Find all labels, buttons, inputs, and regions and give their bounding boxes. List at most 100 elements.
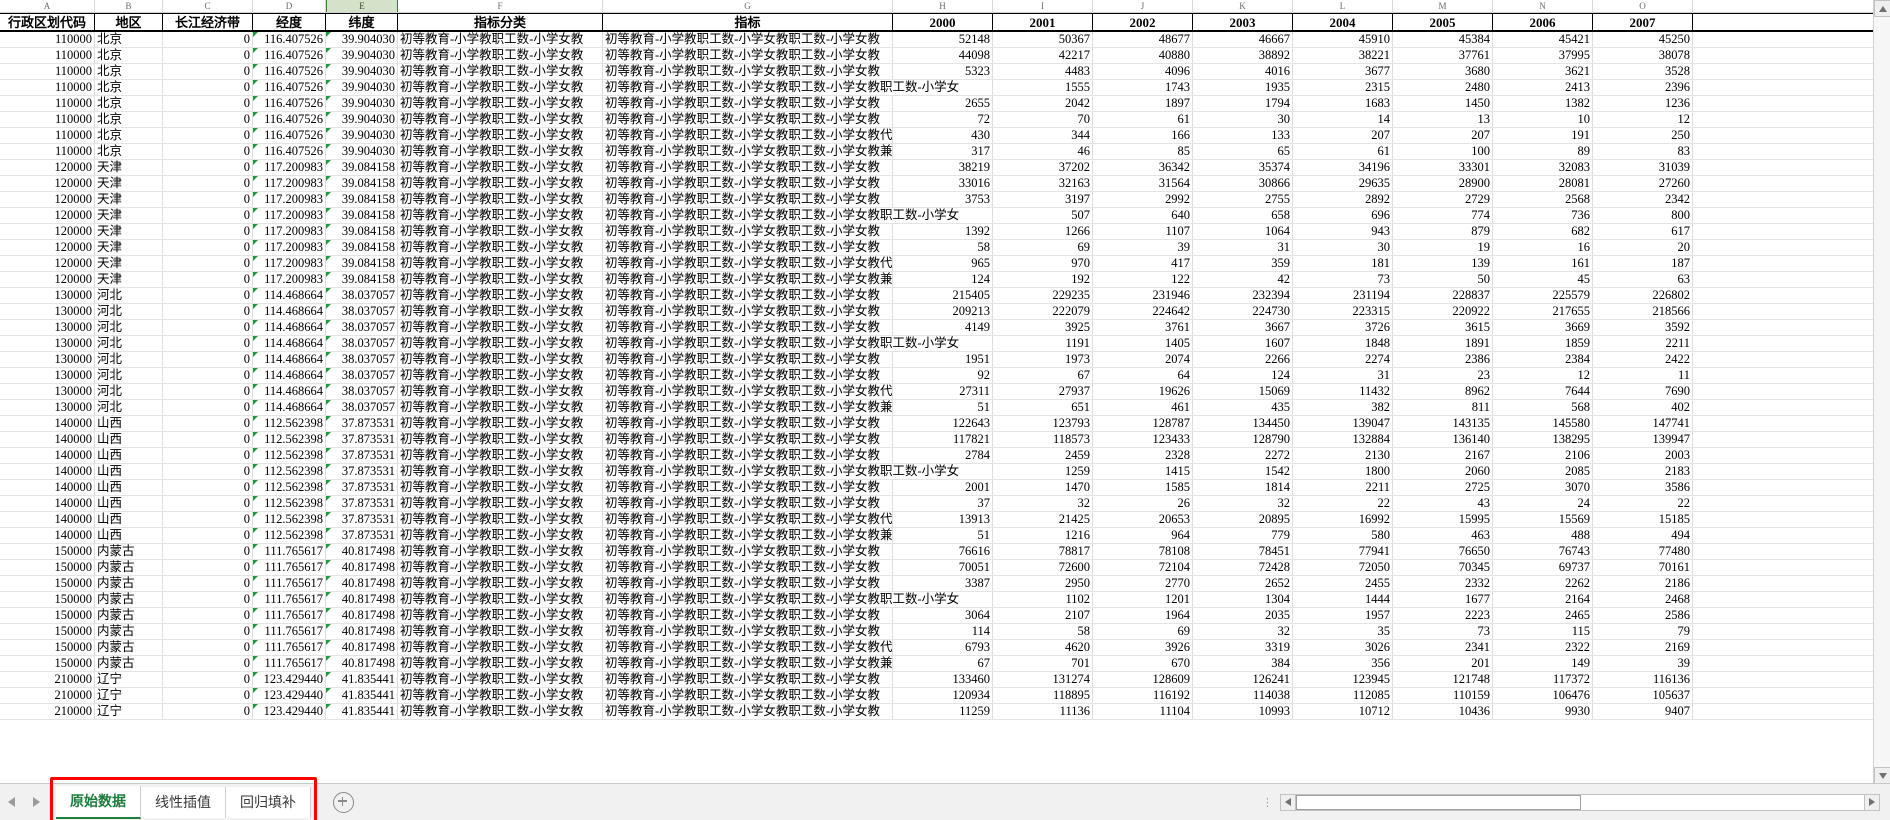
cell-longitude[interactable]: 112.562398 [253, 432, 326, 447]
cell-economic-belt[interactable]: 0 [163, 80, 253, 95]
cell-region[interactable]: 辽宁 [95, 688, 163, 703]
cell-year-2001[interactable]: 1216 [993, 528, 1093, 543]
cell-region[interactable]: 内蒙古 [95, 592, 163, 607]
cell-region[interactable]: 北京 [95, 48, 163, 63]
cell-economic-belt[interactable]: 0 [163, 688, 253, 703]
cell-year-2001[interactable]: 3197 [993, 192, 1093, 207]
cell-latitude[interactable]: 37.873531 [326, 416, 398, 431]
cell-year-2006[interactable]: 28081 [1493, 176, 1593, 191]
cell-region[interactable]: 天津 [95, 160, 163, 175]
cell-longitude[interactable]: 116.407526 [253, 32, 326, 47]
triangle-left-icon[interactable] [8, 797, 15, 807]
table-row[interactable]: 140000 山西 0 112.562398 37.873531 初等教育-小学教职工数-… [0, 512, 1890, 528]
cell-economic-belt[interactable]: 0 [163, 704, 253, 719]
cell-year-2007[interactable]: 83 [1593, 144, 1693, 159]
cell-indicator-category[interactable]: 初等教育-小学教职工数-小学女教 [398, 592, 603, 607]
cell-latitude[interactable]: 39.904030 [326, 32, 398, 47]
vertical-scrollbar[interactable] [1873, 0, 1890, 784]
cell-year-2000[interactable]: 317 [893, 144, 993, 159]
cell-longitude[interactable]: 116.407526 [253, 128, 326, 143]
cell-year-2003[interactable]: 658 [1193, 208, 1293, 223]
cell-indicator[interactable]: 初等教育-小学教职工数-小学女教职工数-小学女教代 [605, 128, 893, 143]
table-row[interactable]: 150000 内蒙古 0 111.765617 40.817498 初等教育-小学教职工数… [0, 656, 1890, 672]
cell-year-2006[interactable]: 225579 [1493, 288, 1593, 303]
cell-region[interactable]: 天津 [95, 272, 163, 287]
cell-latitude[interactable]: 38.037057 [326, 304, 398, 319]
cell-indicator-category[interactable]: 初等教育-小学教职工数-小学女教 [398, 608, 603, 623]
cell-year-2000[interactable]: 430 [893, 128, 993, 143]
cell-year-2001[interactable]: 32163 [993, 176, 1093, 191]
table-row[interactable]: 130000 河北 0 114.468664 38.037057 初等教育-小学教职工数-… [0, 352, 1890, 368]
cell-year-2006[interactable]: 9930 [1493, 704, 1593, 719]
cell-year-2003[interactable]: 3667 [1193, 320, 1293, 335]
table-row[interactable]: 120000 天津 0 117.200983 39.084158 初等教育-小学教职工数-… [0, 176, 1890, 192]
cell-year-2005[interactable]: 2167 [1393, 448, 1493, 463]
cell-year-2002[interactable]: 231946 [1093, 288, 1193, 303]
cell-indicator[interactable]: 初等教育-小学教职工数-小学女教职工数-小学女教 [603, 192, 893, 207]
cell-indicator[interactable]: 初等教育-小学教职工数-小学女教职工数-小学女教 [603, 320, 893, 335]
cell-economic-belt[interactable]: 0 [163, 176, 253, 191]
hscroll-track[interactable] [1296, 793, 1864, 811]
cell-year-2001[interactable]: 701 [993, 656, 1093, 671]
cell-admin-code[interactable]: 110000 [0, 80, 95, 95]
cell-latitude[interactable]: 39.084158 [326, 192, 398, 207]
column-letter-i[interactable]: I [993, 0, 1093, 12]
column-letter-m[interactable]: M [1393, 0, 1493, 12]
cell-year-2006[interactable]: 37995 [1493, 48, 1593, 63]
cell-year-2002[interactable]: 36342 [1093, 160, 1193, 175]
cell-year-2002[interactable]: 2074 [1093, 352, 1193, 367]
cell-year-2007[interactable]: 3586 [1593, 480, 1693, 495]
cell-longitude[interactable]: 112.562398 [253, 448, 326, 463]
table-row[interactable]: 130000 河北 0 114.468664 38.037057 初等教育-小学教职工数-… [0, 304, 1890, 320]
cell-year-2007[interactable]: 11 [1593, 368, 1693, 383]
cell-admin-code[interactable]: 110000 [0, 128, 95, 143]
cell-year-2007[interactable]: 70161 [1593, 560, 1693, 575]
column-letter-n[interactable]: N [1493, 0, 1593, 12]
cell-year-2000[interactable]: 52148 [893, 32, 993, 47]
cell-latitude[interactable]: 38.037057 [326, 384, 398, 399]
cell-indicator[interactable]: 初等教育-小学教职工数-小学女教职工数-小学女教兼 [605, 400, 893, 415]
cell-year-2002[interactable]: 116192 [1093, 688, 1193, 703]
cell-year-2004[interactable]: 2455 [1293, 576, 1393, 591]
cell-year-2007[interactable]: 20 [1593, 240, 1693, 255]
cell-year-2002[interactable]: 1405 [1093, 336, 1193, 351]
cell-year-2001[interactable]: 21425 [993, 512, 1093, 527]
cell-year-2005[interactable]: 2223 [1393, 608, 1493, 623]
cell-year-2002[interactable]: 461 [1093, 400, 1193, 415]
cell-year-2007[interactable]: 116136 [1593, 672, 1693, 687]
cell-year-2007[interactable]: 402 [1593, 400, 1693, 415]
cell-year-2004[interactable]: 943 [1293, 224, 1393, 239]
cell-region[interactable]: 山西 [95, 496, 163, 511]
table-row[interactable]: 150000 内蒙古 0 111.765617 40.817498 初等教育-小学教职工数… [0, 560, 1890, 576]
cell-year-2001[interactable]: 4620 [993, 640, 1093, 655]
cell-year-2000[interactable]: 70051 [893, 560, 993, 575]
column-letter-l[interactable]: L [1293, 0, 1393, 12]
table-row[interactable]: 130000 河北 0 114.468664 38.037057 初等教育-小学教职工数-… [0, 320, 1890, 336]
cell-year-2000[interactable]: 215405 [893, 288, 993, 303]
cell-admin-code[interactable]: 150000 [0, 544, 95, 559]
cell-year-2000[interactable]: 2001 [893, 480, 993, 495]
cell-latitude[interactable]: 40.817498 [326, 640, 398, 655]
cell-longitude[interactable]: 114.468664 [253, 304, 326, 319]
cell-year-2004[interactable]: 1800 [1293, 464, 1393, 479]
cell-indicator[interactable]: 初等教育-小学教职工数-小学女教职工数-小学女教 [603, 240, 893, 255]
cell-economic-belt[interactable]: 0 [163, 96, 253, 111]
cell-year-2007[interactable]: 105637 [1593, 688, 1693, 703]
cell-year-2003[interactable]: 1607 [1193, 336, 1293, 351]
cell-economic-belt[interactable]: 0 [163, 48, 253, 63]
cell-economic-belt[interactable]: 0 [163, 672, 253, 687]
cell-year-2007[interactable]: 2183 [1593, 464, 1693, 479]
cell-year-2003[interactable]: 126241 [1193, 672, 1293, 687]
cell-year-2000[interactable]: 3387 [893, 576, 993, 591]
cell-year-2004[interactable]: 16992 [1293, 512, 1393, 527]
cell-year-2002[interactable]: 20653 [1093, 512, 1193, 527]
cell-economic-belt[interactable]: 0 [163, 624, 253, 639]
cell-indicator[interactable]: 初等教育-小学教职工数-小学女教职工数-小学女教代 [605, 384, 893, 399]
cell-year-2007[interactable]: 187 [1593, 256, 1693, 271]
cell-year-2005[interactable]: 143135 [1393, 416, 1493, 431]
cell-year-2000[interactable]: 2655 [893, 96, 993, 111]
cell-year-2001[interactable]: 222079 [993, 304, 1093, 319]
cell-year-2007[interactable]: 2468 [1593, 592, 1693, 607]
cell-region[interactable]: 山西 [95, 448, 163, 463]
cell-year-2006[interactable]: 3621 [1493, 64, 1593, 79]
